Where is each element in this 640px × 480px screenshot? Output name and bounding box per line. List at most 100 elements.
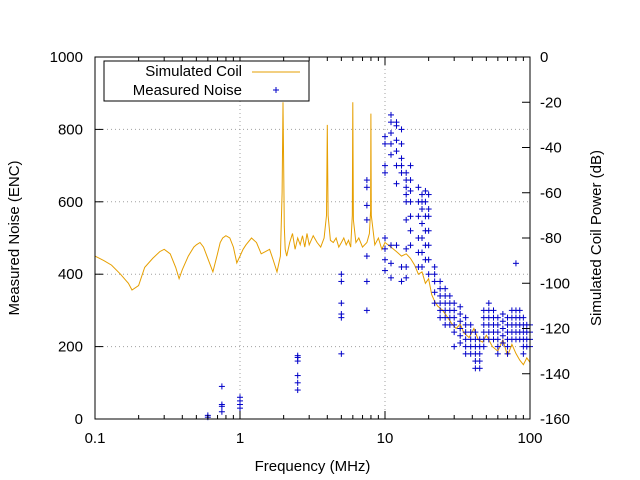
noise-point [499,332,506,339]
noise-point [457,311,464,318]
noise-point [425,271,432,278]
noise-point [388,260,395,267]
noise-point [419,220,426,227]
x-axis-label: Frequency (MHz) [255,458,371,475]
noise-point [382,256,388,263]
noise-point [398,140,405,147]
noise-point [218,408,225,415]
y2-tick-label: -140 [540,366,570,383]
noise-point [512,260,519,267]
noise-point [393,122,400,129]
noise-point [338,350,345,357]
y2-tick-label: -20 [540,94,562,111]
noise-point [403,169,410,176]
noise-point [499,325,506,332]
noise-series [204,111,533,421]
y-tick-label: 1000 [50,49,83,66]
noise-point [520,314,527,321]
noise-point [403,274,410,281]
noise-point [437,278,444,285]
noise-point [446,292,453,299]
noise-point [462,314,469,321]
noise-point [407,242,414,249]
noise-point [403,184,410,191]
noise-point [499,339,506,346]
noise-point [363,253,370,260]
legend-swatch-measured-noise [273,87,279,93]
noise-point [363,216,370,223]
y-axis-label: Measured Noise (ENC) [6,160,23,315]
noise-point [480,314,487,321]
noise-point [393,242,400,249]
noise-point [419,249,426,256]
y2-tick-label: -60 [540,185,562,202]
legend-label-simulated-coil: Simulated Coil [145,63,242,80]
noise-point [425,227,432,234]
noise-point [363,202,370,209]
noise-point [388,151,395,158]
y-tick-label: 200 [58,339,83,356]
noise-point [425,213,432,220]
noise-point [398,155,405,162]
noise-point [485,300,492,307]
noise-point [388,274,395,281]
noise-point [437,285,444,292]
noise-point [422,198,429,205]
noise-point [363,307,370,314]
noise-point [457,318,464,325]
noise-point [403,245,410,252]
y-tick-label: 800 [58,121,83,138]
noise-point [294,358,301,365]
noise-point [388,130,395,137]
noise-point [398,162,405,169]
noise-point [425,206,432,213]
noise-point [407,162,414,169]
coil-series [94,102,531,366]
x-axis-ticks: 0.1 1 10 100 [85,57,543,447]
noise-point [431,263,438,270]
noise-point [494,336,501,343]
noise-point [407,227,414,234]
noise-point [388,242,395,249]
noise-point [451,307,458,314]
y2-axis-ticks: 0 -20 -40 -60 -80 -100 -120 -140 -160 [522,49,570,428]
noise-point [403,216,410,223]
noise-point [472,329,479,336]
noise-point [494,350,501,357]
noise-point [382,162,388,169]
noise-point [462,321,469,328]
y-axis-ticks: 0 200 400 600 800 1000 [50,49,103,428]
noise-point [457,303,464,310]
legend-marker [273,87,279,93]
noise-point [480,321,487,328]
noise-point [504,343,511,350]
noise-point [490,307,497,314]
noise-point [294,379,301,386]
noise-point [476,350,483,357]
y-tick-label: 600 [58,194,83,211]
noise-point [393,137,400,144]
noise-point [363,177,370,184]
noise-point [398,278,405,285]
noise-point [516,307,523,314]
noise-point [494,343,501,350]
noise-point [407,177,414,184]
noise-point [398,126,405,133]
noise-point [431,278,438,285]
noise-point [419,235,426,241]
noise-point [520,350,527,357]
noise-point [382,267,388,274]
noise-point [504,350,511,357]
noise-point [393,148,400,155]
noise-point [382,169,388,176]
noise-point [480,329,487,336]
noise-point [338,271,345,278]
noise-point [457,325,464,332]
noise-point [462,343,469,350]
noise-point [437,307,444,314]
noise-point [425,191,432,198]
noise-point [422,187,429,194]
noise-point [494,321,501,328]
noise-point [462,329,469,336]
